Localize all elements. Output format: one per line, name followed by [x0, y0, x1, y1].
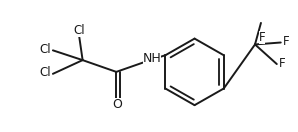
Text: Cl: Cl [39, 66, 51, 79]
Text: NH: NH [143, 52, 161, 65]
Text: Cl: Cl [39, 43, 51, 56]
Text: F: F [259, 31, 265, 44]
Text: Cl: Cl [74, 24, 86, 37]
Text: F: F [283, 35, 289, 48]
Text: O: O [112, 98, 122, 111]
Text: F: F [279, 57, 285, 70]
